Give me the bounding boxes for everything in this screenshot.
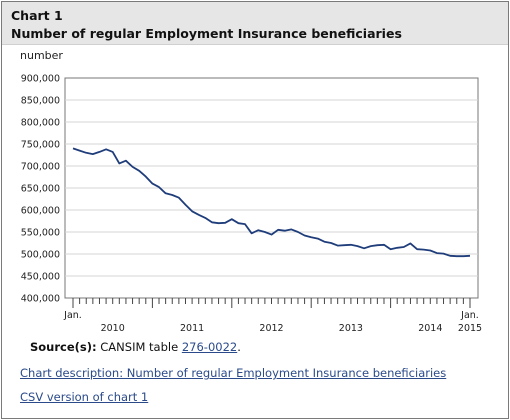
- y-axis-ticks: 400,000 450,000 500,000 550,000 600,000 650,0…: [21, 74, 60, 305]
- data-series: [72, 147, 471, 258]
- x-label-last-month: Jan.: [460, 310, 479, 321]
- source-label: Source(s):: [30, 340, 97, 354]
- y-tick-label: 800,000: [21, 118, 60, 129]
- x-label-last-year: 2015: [458, 323, 482, 334]
- y-tick-label: 450,000: [21, 272, 60, 283]
- y-tick-label: 900,000: [21, 74, 60, 85]
- chart-description-link[interactable]: Chart description: Number of regular Emp…: [20, 366, 447, 380]
- gridlines: [64, 77, 479, 299]
- y-tick-label: 850,000: [21, 96, 60, 107]
- y-tick-label: 600,000: [21, 206, 60, 217]
- y-tick-label: 700,000: [21, 162, 60, 173]
- chart-title: Number of regular Employment Insurance b…: [11, 26, 402, 41]
- x-axis-ticks: Jan. 2010 2011 2012 2013 2014 Jan. 2015: [63, 298, 482, 334]
- y-tick-label: 750,000: [21, 140, 60, 151]
- line-chart: 400,000 450,000 500,000 550,000 600,000 650,0…: [21, 74, 482, 335]
- source-line: Source(s): CANSIM table 276-0022.: [30, 340, 241, 354]
- series-line: [72, 147, 471, 258]
- y-tick-label: 550,000: [21, 228, 60, 239]
- y-tick-label: 400,000: [21, 294, 60, 305]
- cansim-table-link[interactable]: 276-0022: [181, 340, 238, 354]
- csv-version-link[interactable]: CSV version of chart 1: [20, 390, 149, 404]
- x-year-label: 2013: [339, 323, 363, 334]
- y-axis-unit-label: number: [20, 49, 63, 62]
- chart-header: Chart 1 Number of regular Employment Ins…: [2, 2, 508, 45]
- x-year-label: 2011: [180, 323, 204, 334]
- x-year-label: 2010: [101, 323, 125, 334]
- y-tick-label: 650,000: [21, 184, 60, 195]
- chart-number: Chart 1: [11, 8, 63, 23]
- x-year-label: 2014: [418, 323, 442, 334]
- source-text: CANSIM table: [100, 340, 179, 354]
- x-label-jan: Jan.: [63, 310, 82, 321]
- y-tick-label: 500,000: [21, 250, 60, 261]
- source-end: .: [237, 340, 241, 354]
- x-year-label: 2012: [259, 323, 283, 334]
